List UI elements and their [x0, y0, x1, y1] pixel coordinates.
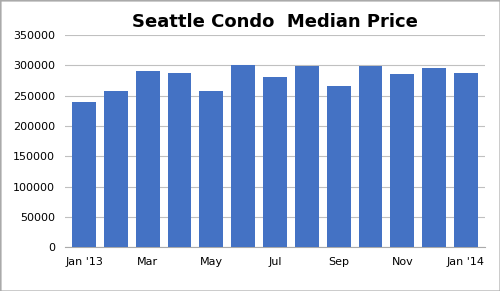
Bar	[263, 77, 287, 247]
Bar	[326, 86, 350, 247]
Bar	[136, 71, 160, 247]
Bar	[454, 73, 478, 247]
Bar	[295, 66, 319, 247]
Bar	[168, 73, 192, 247]
Bar	[358, 66, 382, 247]
Bar	[422, 68, 446, 247]
Bar	[72, 102, 96, 247]
Bar	[200, 91, 224, 247]
Bar	[231, 65, 255, 247]
Title: Seattle Condo  Median Price: Seattle Condo Median Price	[132, 13, 418, 31]
Bar	[104, 91, 128, 247]
Bar	[390, 74, 414, 247]
